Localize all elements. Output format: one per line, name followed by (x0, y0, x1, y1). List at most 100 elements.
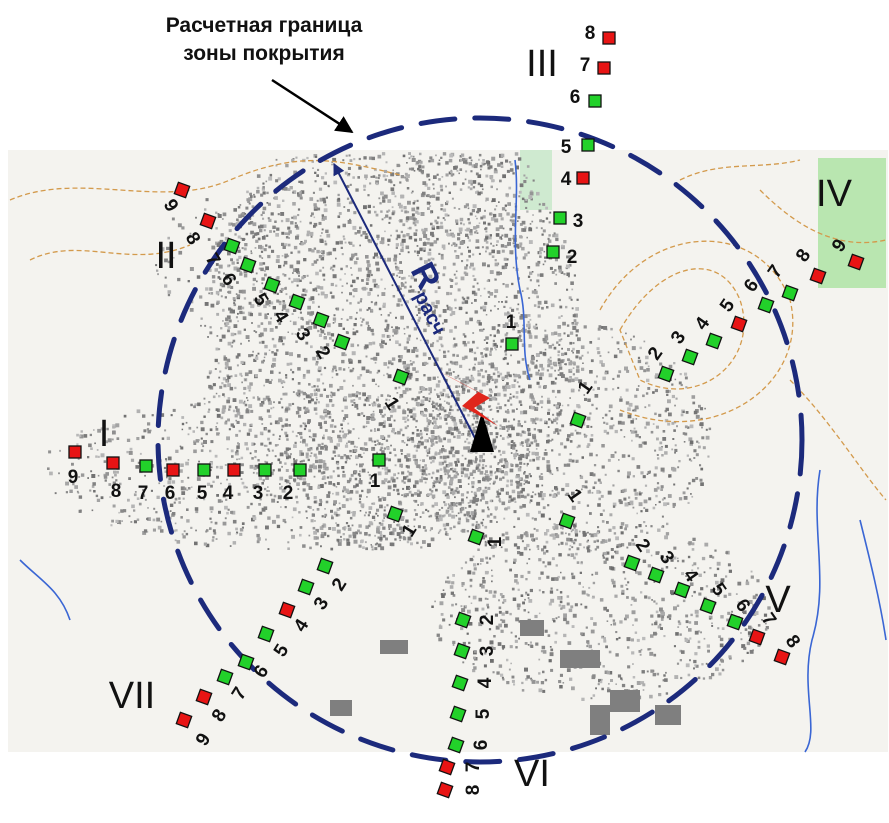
measurement-point-vii-9 (175, 711, 193, 729)
measurement-point-label: 6 (570, 87, 581, 108)
coverage-boundary-layer (155, 115, 805, 765)
measurement-point-iii-1 (505, 337, 519, 351)
measurement-point-vi-7 (438, 758, 456, 776)
measurement-point-label: 8 (585, 23, 596, 44)
measurement-point-iii-4 (576, 171, 590, 185)
measurement-point-ii-4 (288, 293, 306, 311)
measurement-point-label: 2 (567, 247, 578, 268)
measurement-point-i-6 (166, 463, 180, 477)
measurement-point-iv-6 (757, 296, 775, 314)
measurement-point-vii-2 (316, 557, 334, 575)
route-label: III (526, 43, 558, 85)
radius-arrow (333, 162, 479, 445)
measurement-point-vii-3 (297, 578, 315, 596)
measurement-point-i-8 (106, 456, 120, 470)
measurement-point-v-8 (773, 648, 791, 666)
measurement-point-ii-6 (239, 256, 257, 274)
route-iii: 1 2 34 5 6 7 8 III (505, 23, 616, 351)
measurement-point-v-2 (623, 554, 641, 572)
transmitter-mast-icon (470, 412, 494, 452)
topographic-base-map (8, 150, 888, 753)
measurement-point-iv-3 (681, 348, 699, 366)
measurement-point-i-1 (372, 453, 386, 467)
measurement-point-ii-2 (333, 333, 351, 351)
measurement-point-iii-3 (553, 211, 567, 225)
measurement-point-iii-6 (588, 94, 602, 108)
antenna-icon (440, 372, 498, 426)
measurement-point-v-7 (748, 628, 766, 646)
measurement-point-label: 9 (68, 467, 79, 488)
measurement-point-v-6 (726, 613, 744, 631)
measurement-point-label: 2 (283, 483, 294, 504)
measurement-point-vi-1 (467, 528, 485, 546)
measurement-point-iv-7 (781, 284, 799, 302)
measurement-point-vii-8 (195, 688, 213, 706)
measurement-point-v-1 (558, 512, 576, 530)
measurement-point-iv-8 (809, 267, 827, 285)
measurement-point-iv-2 (657, 365, 675, 383)
boundary-caption: Расчетная граница зоны покрытия (118, 12, 410, 68)
measurement-point-iv-4 (705, 332, 723, 350)
route-label: IV (816, 173, 853, 215)
route-label: II (155, 235, 176, 277)
route-vi: 1 2 3 4 5 6 7 8 VI (436, 528, 550, 799)
coverage-boundary-circle (155, 115, 805, 765)
measurement-point-vi-6 (447, 736, 465, 754)
measurement-point-iv-1 (569, 411, 587, 429)
measurement-point-label: 6 (471, 740, 492, 751)
route-label: VI (514, 753, 550, 795)
measurement-point-v-4 (673, 581, 691, 599)
measurement-point-label: 1 (506, 312, 517, 333)
measurement-point-vi-3 (453, 642, 471, 660)
measurement-point-vii-4 (278, 601, 296, 619)
measurement-point-label: 3 (477, 646, 498, 657)
measurement-point-iii-2 (546, 245, 560, 259)
measurement-point-ii-7 (223, 237, 241, 255)
built-up-areas (47, 152, 771, 701)
measurement-point-vi-8 (436, 781, 454, 799)
measurement-point-ii-3 (312, 311, 330, 329)
measurement-point-ii-5 (263, 276, 281, 294)
measurement-point-vii-1 (386, 505, 404, 523)
measurement-point-ii-1 (392, 368, 410, 386)
measurement-point-label: 8 (111, 481, 122, 502)
measurement-point-label: 3 (253, 483, 264, 504)
measurement-point-label: 4 (475, 677, 496, 688)
measurement-point-label: 4 (223, 483, 234, 504)
measurement-point-label: 5 (561, 137, 572, 158)
measurement-point-vii-5 (257, 625, 275, 643)
measurement-point-label: 8 (463, 785, 484, 796)
measurement-point-vii-7 (216, 668, 234, 686)
map-paper (8, 150, 888, 752)
route-label: I (99, 413, 110, 455)
measurement-point-label: 4 (561, 169, 572, 190)
measurement-point-v-5 (699, 597, 717, 615)
measurement-point-vi-5 (449, 705, 467, 723)
measurement-point-i-7 (139, 459, 153, 473)
measurement-point-v-3 (647, 566, 665, 584)
building-blocks (330, 620, 681, 735)
measurement-point-label: 5 (197, 483, 208, 504)
measurement-point-iii-5 (581, 138, 595, 152)
measurement-point-iv-5 (730, 315, 748, 333)
measurement-point-vi-4 (451, 674, 469, 692)
measurement-point-label: 3 (573, 211, 584, 232)
boundary-caption-line2: зоны покрытия (183, 42, 345, 65)
measurement-point-label: 5 (473, 708, 494, 719)
route-label: V (765, 579, 791, 621)
route-label: VII (109, 675, 155, 717)
measurement-point-iv-9 (847, 253, 865, 271)
measurement-point-i-9 (68, 445, 82, 459)
measurement-point-label: 6 (165, 483, 176, 504)
waterways (19, 159, 887, 753)
caption-pointer-arrow (271, 78, 354, 134)
measurement-point-label: 7 (580, 55, 591, 76)
measurement-point-label: 7 (463, 762, 484, 773)
measurement-point-label: 1 (370, 471, 381, 492)
measurement-point-label: 7 (138, 483, 149, 504)
measurement-point-i-3 (258, 463, 272, 477)
measurement-point-label: 1 (485, 536, 506, 547)
